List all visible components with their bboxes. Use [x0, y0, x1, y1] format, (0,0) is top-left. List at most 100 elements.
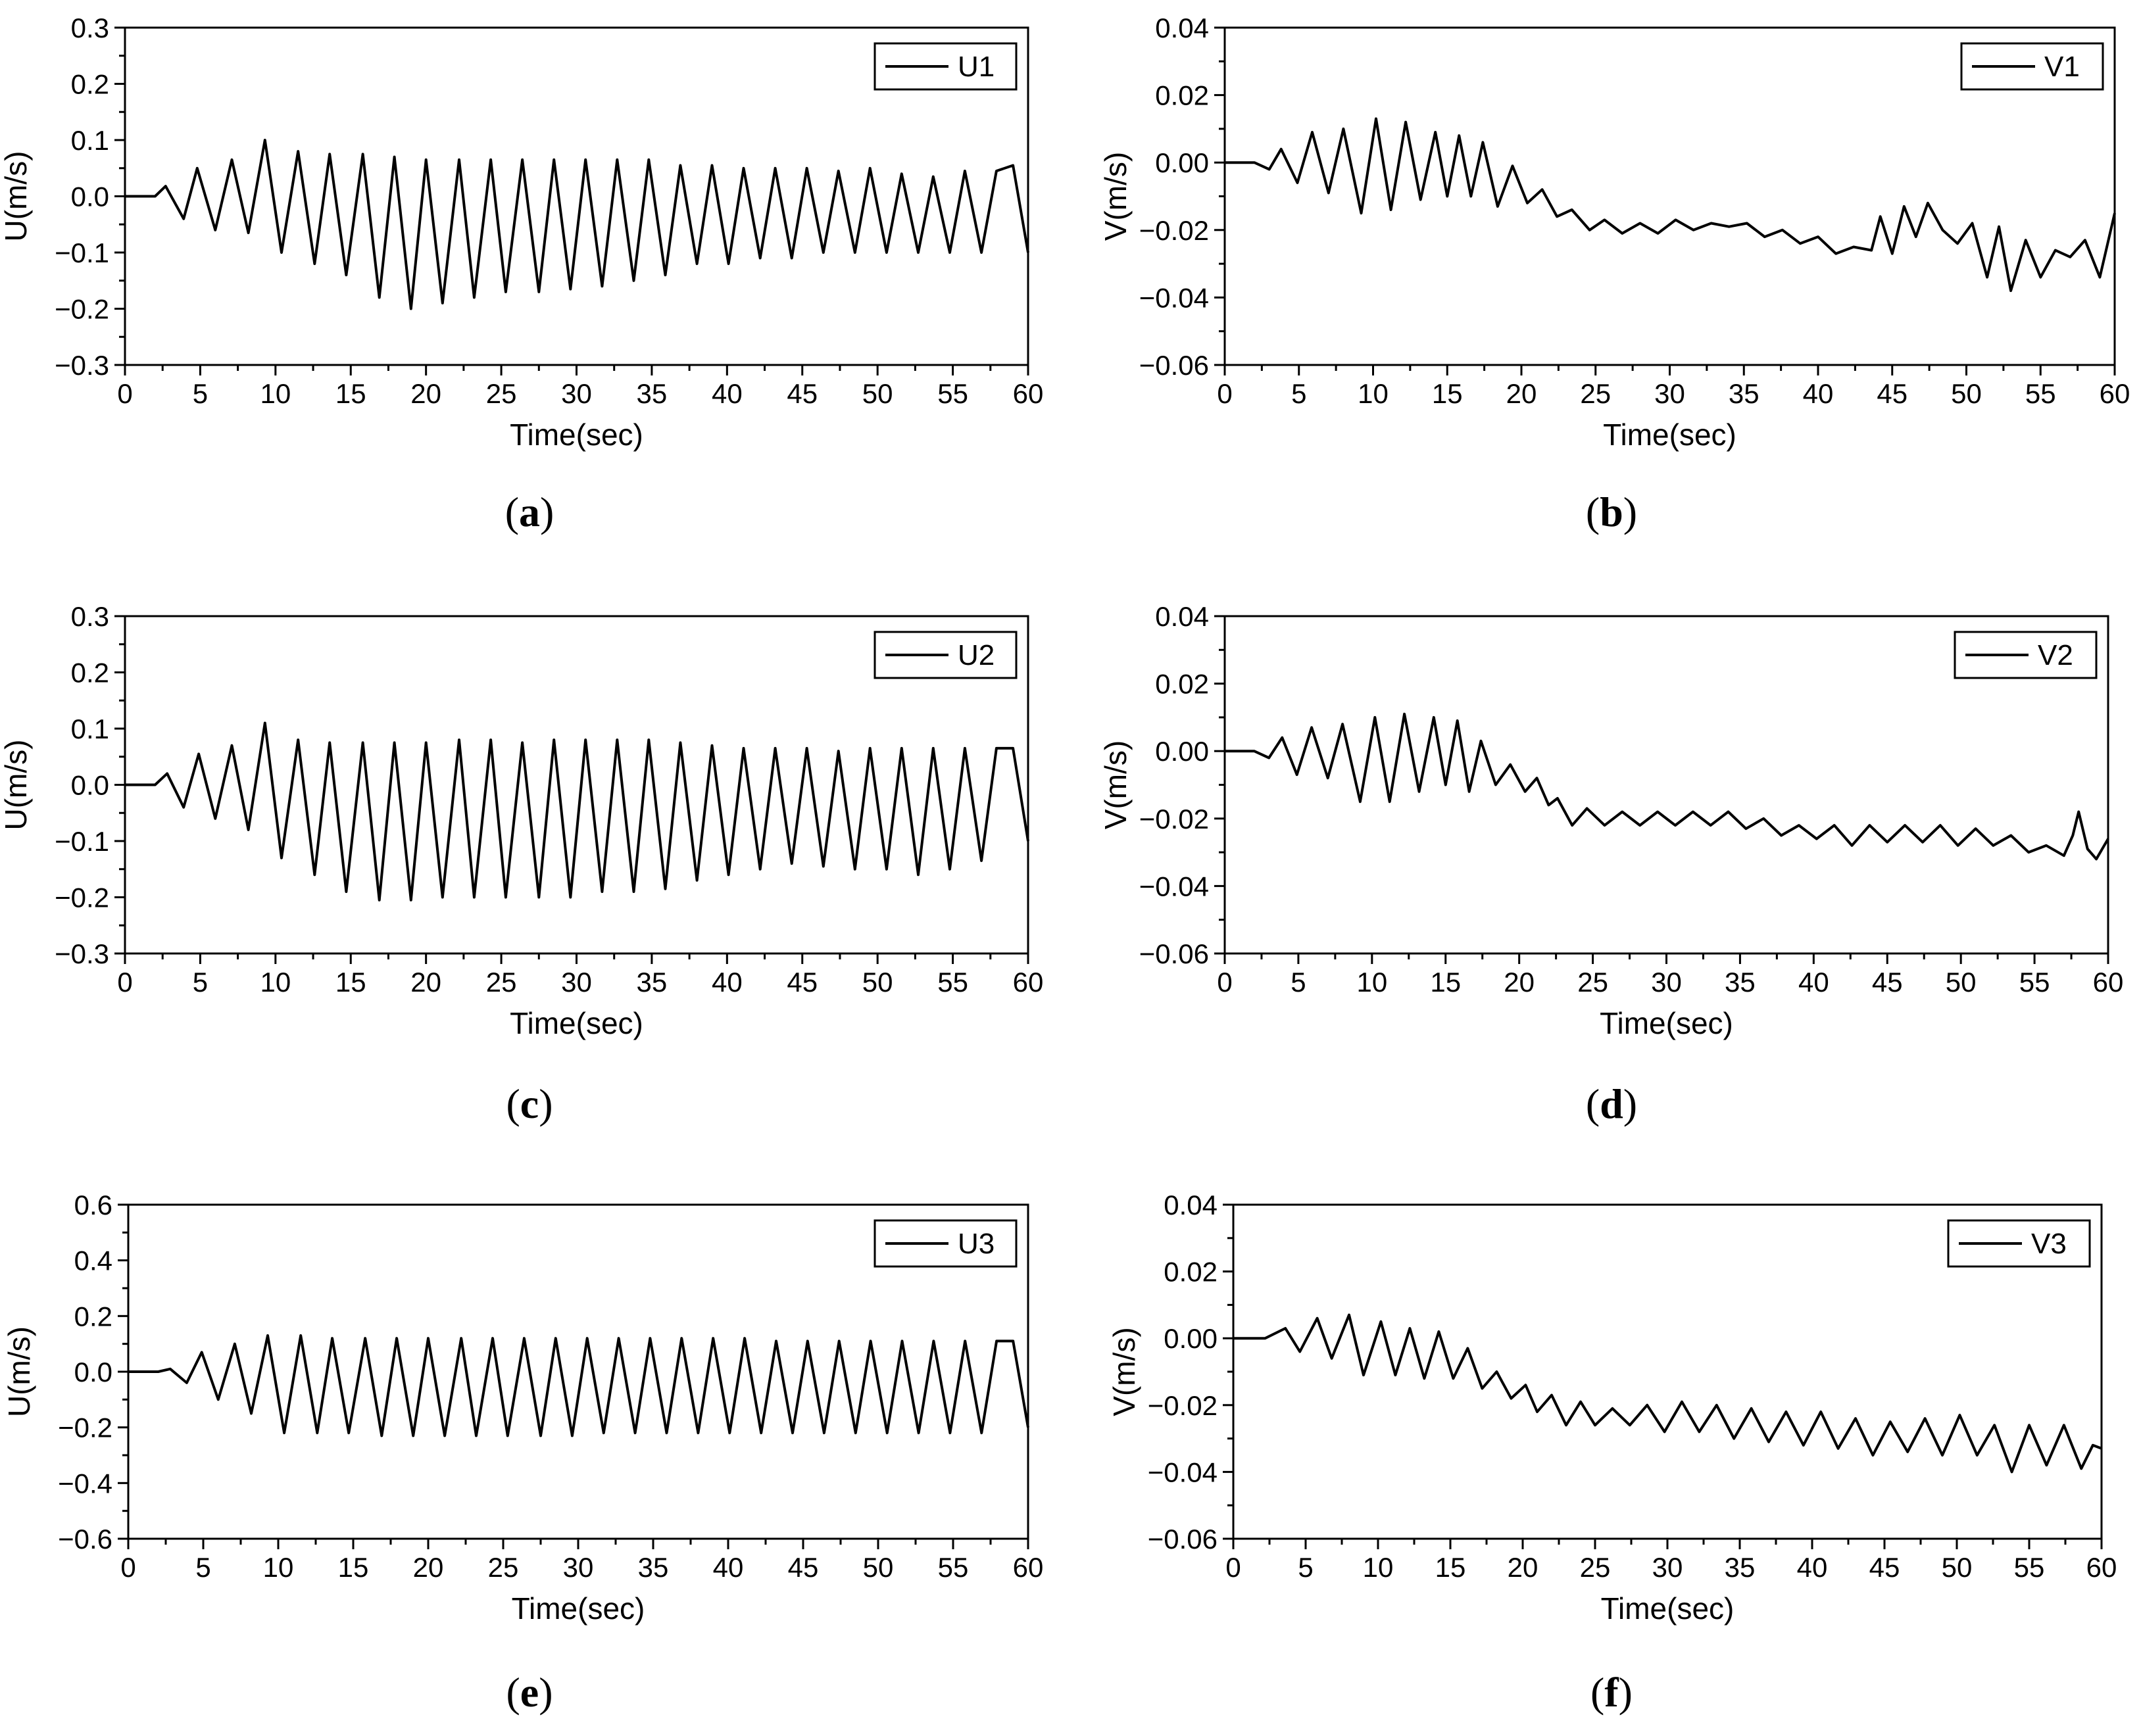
y-tick-label: −0.3 — [55, 350, 109, 381]
x-tick-label: 40 — [1797, 1552, 1828, 1583]
x-tick-label: 50 — [862, 967, 893, 998]
x-tick-label: 60 — [1013, 1552, 1044, 1583]
x-tick-label: 20 — [410, 967, 441, 998]
y-tick-label: −0.04 — [1139, 282, 1209, 313]
y-tick-label: −0.1 — [55, 826, 109, 857]
x-tick-label: 60 — [2100, 378, 2130, 409]
x-tick-label: 45 — [1877, 378, 1907, 409]
panel-caption: (f) — [1590, 1669, 1633, 1716]
x-axis-title: Time(sec) — [1601, 1591, 1735, 1626]
x-tick-label: 40 — [713, 1552, 744, 1583]
x-tick-label: 55 — [2014, 1552, 2045, 1583]
x-tick-label: 45 — [788, 1552, 819, 1583]
y-tick-label: −0.2 — [58, 1412, 112, 1443]
x-tick-label: 60 — [2093, 967, 2124, 998]
x-tick-label: 45 — [787, 967, 818, 998]
x-tick-label: 35 — [638, 1552, 669, 1583]
x-tick-label: 30 — [1654, 378, 1685, 409]
x-tick-label: 25 — [1577, 967, 1608, 998]
y-tick-label: −0.4 — [58, 1468, 112, 1499]
x-tick-label: 35 — [637, 967, 668, 998]
y-tick-label: −0.1 — [55, 237, 109, 268]
series-line-U1 — [125, 139, 1029, 310]
series-line-V2 — [1225, 712, 2109, 861]
legend-label: U2 — [958, 639, 995, 671]
x-tick-label: 10 — [1363, 1552, 1394, 1583]
chart-panel-b: 0 5 10 15 20 25 30 35 40 45 50 55 60 0.04 0.02 0.00 −0.0… — [1098, 12, 2130, 535]
x-tick-label: 40 — [1803, 378, 1834, 409]
x-tick-label: 40 — [712, 967, 743, 998]
y-tick-label: 0.02 — [1155, 80, 1209, 111]
x-tick-label: 25 — [1580, 1552, 1611, 1583]
y-tick-label: 0.2 — [71, 69, 109, 100]
panel-caption: (c) — [506, 1080, 553, 1127]
y-tick-label: −0.02 — [1139, 804, 1209, 834]
x-tick-label: 25 — [488, 1552, 519, 1583]
y-tick-label: 0.2 — [74, 1301, 112, 1332]
legend-label: U3 — [958, 1228, 995, 1260]
y-tick-label: 0.3 — [71, 601, 109, 632]
x-tick-label: 35 — [1725, 1552, 1756, 1583]
x-tick-label: 15 — [1435, 1552, 1466, 1583]
y-tick-label: −0.04 — [1139, 871, 1209, 902]
legend-label: U1 — [958, 51, 995, 83]
x-tick-label: 50 — [863, 1552, 894, 1583]
x-tick-label: 60 — [1013, 967, 1044, 998]
y-tick-label: −0.6 — [58, 1524, 112, 1555]
legend-label: V2 — [2038, 639, 2073, 671]
x-tick-label: 5 — [193, 967, 208, 998]
x-tick-label: 0 — [1225, 1552, 1241, 1583]
x-tick-label: 60 — [2086, 1552, 2117, 1583]
x-tick-label: 10 — [260, 967, 291, 998]
x-tick-label: 40 — [1798, 967, 1829, 998]
x-tick-label: 55 — [937, 378, 968, 409]
y-axis-title: V(m/s) — [1098, 740, 1133, 829]
y-tick-label: −0.2 — [55, 294, 109, 325]
y-tick-label: 0.00 — [1155, 736, 1209, 767]
y-tick-label: 0.00 — [1164, 1323, 1218, 1354]
y-tick-label: 0.00 — [1155, 147, 1209, 178]
x-tick-label: 25 — [486, 378, 517, 409]
x-tick-label: 30 — [561, 378, 592, 409]
y-tick-label: 0.1 — [71, 125, 109, 156]
y-tick-label: 0.04 — [1155, 12, 1209, 43]
x-tick-label: 15 — [1432, 378, 1463, 409]
x-tick-label: 50 — [1951, 378, 1982, 409]
x-tick-label: 30 — [1652, 1552, 1683, 1583]
x-tick-label: 25 — [486, 967, 517, 998]
y-tick-label: 0.1 — [71, 713, 109, 744]
x-tick-label: 20 — [1504, 967, 1535, 998]
x-tick-label: 25 — [1580, 378, 1611, 409]
y-axis-title: V(m/s) — [1107, 1327, 1141, 1416]
x-tick-label: 10 — [1358, 378, 1389, 409]
x-tick-label: 40 — [712, 378, 743, 409]
y-tick-label: 0.02 — [1164, 1257, 1218, 1288]
x-axis-title: Time(sec) — [512, 1591, 645, 1626]
series-line-U3 — [128, 1334, 1029, 1437]
y-tick-label: 0.4 — [74, 1245, 112, 1276]
chart-panel-e: 0 5 10 15 20 25 30 35 40 45 50 55 60 0.6 0.4 0.2 0.0 −0.2… — [2, 1190, 1043, 1716]
x-axis-title: Time(sec) — [1603, 418, 1736, 452]
y-axis-title: U(m/s) — [0, 151, 33, 242]
x-tick-label: 35 — [1725, 967, 1756, 998]
y-tick-label: −0.3 — [55, 938, 109, 969]
x-tick-label: 45 — [787, 378, 818, 409]
x-axis-title: Time(sec) — [510, 1006, 643, 1040]
y-tick-label: −0.2 — [55, 882, 109, 913]
legend-label: V1 — [2044, 51, 2080, 83]
y-tick-label: 0.02 — [1155, 669, 1209, 700]
x-tick-label: 0 — [1217, 378, 1232, 409]
x-tick-label: 30 — [1651, 967, 1682, 998]
chart-panel-f: 0 5 10 15 20 25 30 35 40 45 50 55 60 0.04 0.02 0.00 −0.0… — [1107, 1190, 2117, 1716]
x-tick-label: 30 — [561, 967, 592, 998]
x-tick-label: 35 — [637, 378, 668, 409]
x-tick-label: 10 — [263, 1552, 294, 1583]
x-axis-title: Time(sec) — [1600, 1006, 1733, 1040]
x-tick-label: 5 — [193, 378, 208, 409]
x-tick-label: 15 — [335, 967, 366, 998]
x-tick-label: 15 — [335, 378, 366, 409]
panel-caption: (a) — [505, 489, 554, 535]
y-tick-label: 0.6 — [74, 1190, 112, 1220]
x-tick-label: 20 — [1508, 1552, 1538, 1583]
